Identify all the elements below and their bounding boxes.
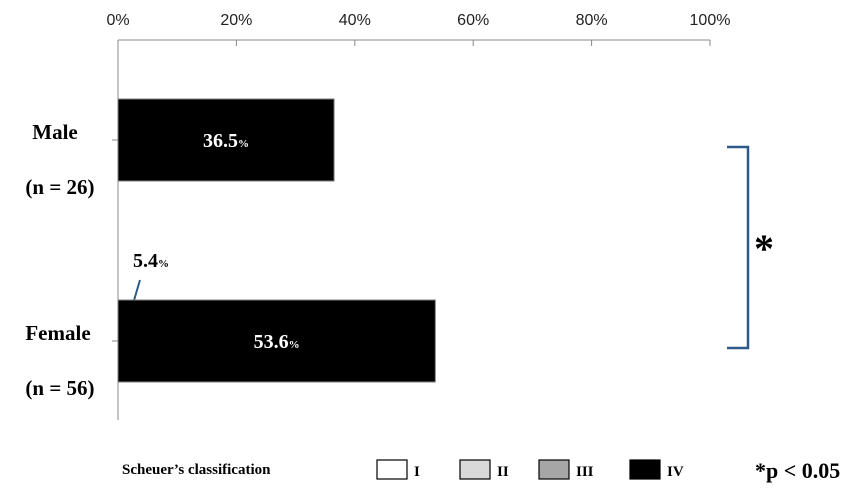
- data-label: 53.6%: [254, 331, 300, 353]
- legend-swatch: [459, 459, 491, 480]
- legend-entry: I: [414, 464, 420, 480]
- bar-male-iv: [117, 98, 335, 182]
- significance-mark: *: [754, 226, 774, 271]
- bars: 19.2%26.9%17.3%36.5%5.4%15.2%25.9%53.6%: [117, 98, 436, 383]
- legend-entry: II: [497, 464, 509, 480]
- category-labels: Male (n = 26) Female (n = 56): [25, 120, 94, 400]
- category-n-label: (n = 26): [25, 175, 94, 199]
- bracket-line: [727, 145, 750, 350]
- x-tick-label: 20%: [220, 12, 252, 29]
- x-tick-label: 100%: [690, 12, 731, 29]
- y-axis: [112, 40, 119, 420]
- x-tick-label: 80%: [576, 12, 608, 29]
- significance-bracket: *: [727, 145, 774, 350]
- x-tick-label: 40%: [339, 12, 371, 29]
- category-n-label: (n = 56): [25, 376, 94, 400]
- legend-swatch: [376, 459, 408, 480]
- category-name: Female: [25, 321, 90, 345]
- x-axis: 0% 20% 40% 60% 80% 100%: [106, 12, 730, 46]
- data-label: 36.5%: [203, 130, 249, 152]
- x-tick-label: 60%: [457, 12, 489, 29]
- significance-note: *p < 0.05: [755, 458, 840, 483]
- legend-entry: III: [576, 464, 594, 480]
- legend-entry: IV: [667, 464, 684, 480]
- category-name: Male: [32, 120, 77, 144]
- bar-female-iv: [117, 299, 436, 383]
- legend-swatch: [538, 459, 570, 480]
- x-tick-label: 0%: [106, 12, 129, 29]
- legend: Scheuer’s classification I II III IV *p < 0.0…: [122, 458, 840, 483]
- legend-title: Scheuer’s classification: [122, 462, 271, 478]
- data-label: 5.4%: [133, 250, 169, 272]
- legend-swatch: [629, 459, 661, 480]
